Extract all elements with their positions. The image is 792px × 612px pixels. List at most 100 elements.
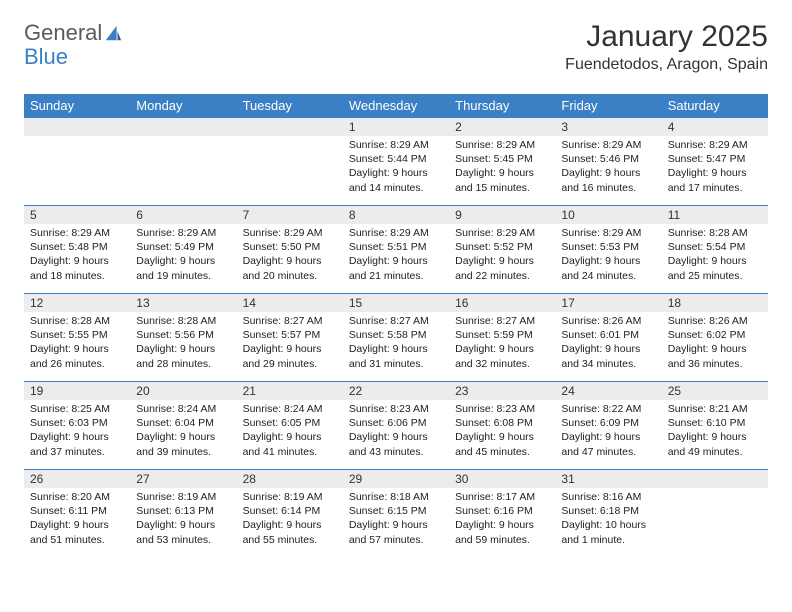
calendar-day-cell [130, 118, 236, 206]
calendar-day-cell: 31Sunrise: 8:16 AMSunset: 6:18 PMDayligh… [555, 470, 661, 558]
day-number: 2 [449, 118, 555, 136]
day-details: Sunrise: 8:29 AMSunset: 5:50 PMDaylight:… [237, 224, 343, 287]
day-number: 22 [343, 382, 449, 400]
weekday-header: Wednesday [343, 94, 449, 118]
day-number: 20 [130, 382, 236, 400]
day-number-empty [24, 118, 130, 136]
calendar-day-cell: 13Sunrise: 8:28 AMSunset: 5:56 PMDayligh… [130, 294, 236, 382]
day-number: 11 [662, 206, 768, 224]
day-number-empty [662, 470, 768, 488]
calendar-day-cell [237, 118, 343, 206]
day-number: 27 [130, 470, 236, 488]
day-details: Sunrise: 8:24 AMSunset: 6:05 PMDaylight:… [237, 400, 343, 463]
calendar-day-cell: 25Sunrise: 8:21 AMSunset: 6:10 PMDayligh… [662, 382, 768, 470]
calendar-day-cell: 4Sunrise: 8:29 AMSunset: 5:47 PMDaylight… [662, 118, 768, 206]
day-number: 14 [237, 294, 343, 312]
day-details: Sunrise: 8:18 AMSunset: 6:15 PMDaylight:… [343, 488, 449, 551]
calendar-day-cell: 24Sunrise: 8:22 AMSunset: 6:09 PMDayligh… [555, 382, 661, 470]
weekday-header: Tuesday [237, 94, 343, 118]
calendar-day-cell: 14Sunrise: 8:27 AMSunset: 5:57 PMDayligh… [237, 294, 343, 382]
day-details: Sunrise: 8:19 AMSunset: 6:13 PMDaylight:… [130, 488, 236, 551]
day-details: Sunrise: 8:28 AMSunset: 5:55 PMDaylight:… [24, 312, 130, 375]
calendar-day-cell: 9Sunrise: 8:29 AMSunset: 5:52 PMDaylight… [449, 206, 555, 294]
day-number: 24 [555, 382, 661, 400]
calendar-day-cell: 17Sunrise: 8:26 AMSunset: 6:01 PMDayligh… [555, 294, 661, 382]
calendar-day-cell: 2Sunrise: 8:29 AMSunset: 5:45 PMDaylight… [449, 118, 555, 206]
day-details: Sunrise: 8:29 AMSunset: 5:49 PMDaylight:… [130, 224, 236, 287]
calendar-day-cell [24, 118, 130, 206]
day-details: Sunrise: 8:19 AMSunset: 6:14 PMDaylight:… [237, 488, 343, 551]
day-number: 17 [555, 294, 661, 312]
calendar-day-cell: 5Sunrise: 8:29 AMSunset: 5:48 PMDaylight… [24, 206, 130, 294]
day-number: 31 [555, 470, 661, 488]
calendar-day-cell [662, 470, 768, 558]
day-details: Sunrise: 8:29 AMSunset: 5:52 PMDaylight:… [449, 224, 555, 287]
day-details: Sunrise: 8:29 AMSunset: 5:51 PMDaylight:… [343, 224, 449, 287]
calendar-day-cell: 12Sunrise: 8:28 AMSunset: 5:55 PMDayligh… [24, 294, 130, 382]
day-details: Sunrise: 8:27 AMSunset: 5:59 PMDaylight:… [449, 312, 555, 375]
logo-text-blue: Blue [24, 44, 68, 69]
calendar-day-cell: 11Sunrise: 8:28 AMSunset: 5:54 PMDayligh… [662, 206, 768, 294]
weekday-header: Saturday [662, 94, 768, 118]
calendar-week-row: 26Sunrise: 8:20 AMSunset: 6:11 PMDayligh… [24, 470, 768, 558]
weekday-header: Sunday [24, 94, 130, 118]
logo: General [24, 20, 124, 46]
day-number: 7 [237, 206, 343, 224]
day-number-empty [130, 118, 236, 136]
location: Fuendetodos, Aragon, Spain [565, 56, 768, 74]
day-number: 1 [343, 118, 449, 136]
weekday-header-row: SundayMondayTuesdayWednesdayThursdayFrid… [24, 94, 768, 118]
logo-sail-icon [104, 24, 122, 42]
day-details: Sunrise: 8:26 AMSunset: 6:02 PMDaylight:… [662, 312, 768, 375]
calendar-table: SundayMondayTuesdayWednesdayThursdayFrid… [24, 94, 768, 558]
day-number: 23 [449, 382, 555, 400]
calendar-day-cell: 20Sunrise: 8:24 AMSunset: 6:04 PMDayligh… [130, 382, 236, 470]
day-details: Sunrise: 8:29 AMSunset: 5:45 PMDaylight:… [449, 136, 555, 199]
day-number: 12 [24, 294, 130, 312]
day-details: Sunrise: 8:29 AMSunset: 5:48 PMDaylight:… [24, 224, 130, 287]
logo-text-general: General [24, 20, 102, 46]
day-number: 29 [343, 470, 449, 488]
calendar-day-cell: 1Sunrise: 8:29 AMSunset: 5:44 PMDaylight… [343, 118, 449, 206]
day-number: 15 [343, 294, 449, 312]
day-number: 28 [237, 470, 343, 488]
calendar-day-cell: 23Sunrise: 8:23 AMSunset: 6:08 PMDayligh… [449, 382, 555, 470]
calendar-day-cell: 3Sunrise: 8:29 AMSunset: 5:46 PMDaylight… [555, 118, 661, 206]
day-details: Sunrise: 8:20 AMSunset: 6:11 PMDaylight:… [24, 488, 130, 551]
calendar-day-cell: 8Sunrise: 8:29 AMSunset: 5:51 PMDaylight… [343, 206, 449, 294]
calendar-day-cell: 22Sunrise: 8:23 AMSunset: 6:06 PMDayligh… [343, 382, 449, 470]
day-details: Sunrise: 8:25 AMSunset: 6:03 PMDaylight:… [24, 400, 130, 463]
calendar-day-cell: 26Sunrise: 8:20 AMSunset: 6:11 PMDayligh… [24, 470, 130, 558]
day-details: Sunrise: 8:29 AMSunset: 5:53 PMDaylight:… [555, 224, 661, 287]
calendar-day-cell: 27Sunrise: 8:19 AMSunset: 6:13 PMDayligh… [130, 470, 236, 558]
day-details: Sunrise: 8:28 AMSunset: 5:56 PMDaylight:… [130, 312, 236, 375]
calendar-day-cell: 30Sunrise: 8:17 AMSunset: 6:16 PMDayligh… [449, 470, 555, 558]
calendar-day-cell: 28Sunrise: 8:19 AMSunset: 6:14 PMDayligh… [237, 470, 343, 558]
calendar-week-row: 1Sunrise: 8:29 AMSunset: 5:44 PMDaylight… [24, 118, 768, 206]
day-number: 26 [24, 470, 130, 488]
logo-line2: Blue [24, 44, 68, 70]
calendar-day-cell: 7Sunrise: 8:29 AMSunset: 5:50 PMDaylight… [237, 206, 343, 294]
calendar-day-cell: 19Sunrise: 8:25 AMSunset: 6:03 PMDayligh… [24, 382, 130, 470]
day-number: 4 [662, 118, 768, 136]
day-number: 25 [662, 382, 768, 400]
day-details: Sunrise: 8:27 AMSunset: 5:57 PMDaylight:… [237, 312, 343, 375]
calendar-day-cell: 15Sunrise: 8:27 AMSunset: 5:58 PMDayligh… [343, 294, 449, 382]
day-number: 10 [555, 206, 661, 224]
day-details: Sunrise: 8:29 AMSunset: 5:46 PMDaylight:… [555, 136, 661, 199]
day-number: 9 [449, 206, 555, 224]
day-details: Sunrise: 8:23 AMSunset: 6:08 PMDaylight:… [449, 400, 555, 463]
day-details: Sunrise: 8:22 AMSunset: 6:09 PMDaylight:… [555, 400, 661, 463]
day-details: Sunrise: 8:27 AMSunset: 5:58 PMDaylight:… [343, 312, 449, 375]
calendar-week-row: 12Sunrise: 8:28 AMSunset: 5:55 PMDayligh… [24, 294, 768, 382]
day-details: Sunrise: 8:26 AMSunset: 6:01 PMDaylight:… [555, 312, 661, 375]
day-number: 8 [343, 206, 449, 224]
calendar-day-cell: 16Sunrise: 8:27 AMSunset: 5:59 PMDayligh… [449, 294, 555, 382]
calendar-body: 1Sunrise: 8:29 AMSunset: 5:44 PMDaylight… [24, 118, 768, 558]
day-details: Sunrise: 8:16 AMSunset: 6:18 PMDaylight:… [555, 488, 661, 551]
day-details: Sunrise: 8:21 AMSunset: 6:10 PMDaylight:… [662, 400, 768, 463]
day-details: Sunrise: 8:24 AMSunset: 6:04 PMDaylight:… [130, 400, 236, 463]
day-number: 16 [449, 294, 555, 312]
day-number: 5 [24, 206, 130, 224]
title-block: January 2025 Fuendetodos, Aragon, Spain [565, 20, 768, 74]
